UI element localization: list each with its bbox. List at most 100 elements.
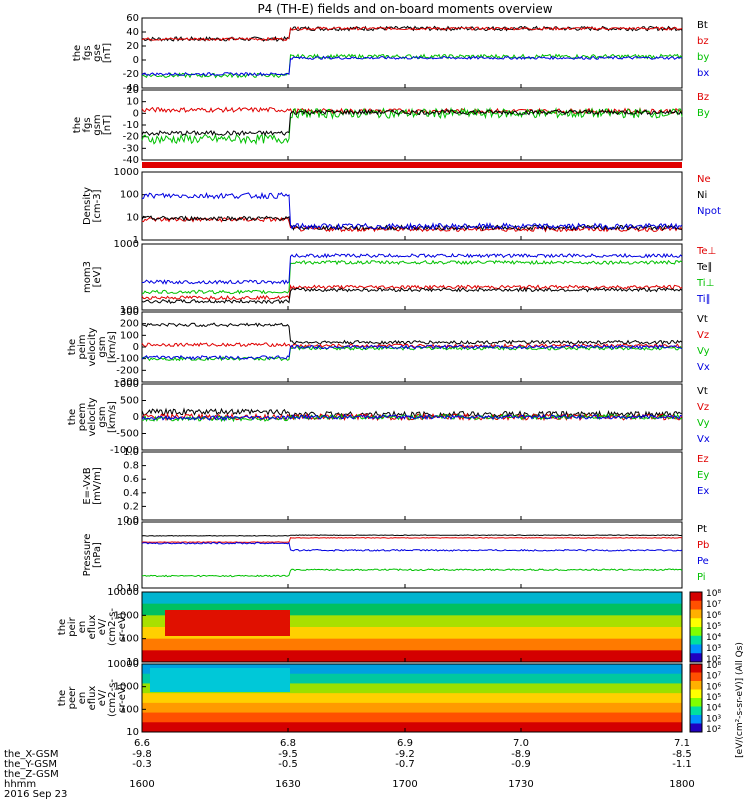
panel-frame — [141, 89, 683, 161]
y-tick-label: -40 — [123, 155, 139, 166]
date-label: 2016 Sep 23 — [4, 789, 67, 800]
legend-entry: By — [697, 108, 710, 119]
y-tick-label: 40 — [126, 27, 139, 38]
y-axis-label: [mV/m] — [92, 467, 103, 505]
ephemeris-value: 1700 — [392, 779, 417, 790]
y-axis-label: [nT] — [102, 43, 113, 63]
legend-entry: Bz — [697, 92, 709, 103]
colorbar-segment — [690, 723, 702, 733]
series-line — [141, 534, 683, 537]
colorbar-segment — [690, 698, 702, 707]
y-tick-label: -30 — [123, 143, 139, 154]
y-tick-label: 100 — [120, 330, 139, 341]
colorbar-segment — [690, 664, 702, 673]
series-line — [141, 284, 683, 301]
y-tick-label: 100 — [120, 634, 139, 645]
ephemeris-value: -9.2 — [395, 749, 415, 760]
y-axis-label: Pressure — [82, 534, 93, 577]
legend-entry: Pe — [697, 556, 709, 567]
series-line — [141, 259, 683, 295]
y-tick-label: 0 — [133, 412, 139, 423]
y-axis-label: E=-VxB — [82, 467, 93, 504]
x-tick-label: 6.8 — [280, 738, 296, 749]
y-axis-label: the — [72, 117, 83, 133]
y-tick-label: -300 — [116, 377, 139, 388]
y-axis-label: gsm — [92, 114, 103, 135]
legend-entry: Bt — [697, 20, 708, 31]
y-tick-label: 0 — [133, 55, 139, 66]
ephemeris-value: 1630 — [275, 779, 300, 790]
panel-frame — [141, 521, 683, 589]
y-tick-label: -1000 — [110, 445, 139, 456]
y-axis-label: eV/ — [97, 618, 108, 635]
colorbar-tick-label: 10⁵ — [706, 622, 721, 632]
series-line — [141, 344, 683, 361]
colorbar-segment — [690, 635, 702, 645]
spectrogram-enhancement — [165, 610, 290, 636]
legend-entry: Ni — [697, 190, 707, 201]
y-tick-label: 60 — [126, 13, 139, 24]
series-line — [141, 26, 683, 42]
colorbar-tick-label: 10⁶ — [706, 611, 721, 621]
y-axis-label: the — [67, 409, 78, 425]
ephemeris-value: -8.5 — [672, 749, 692, 760]
ephemeris-row-label: the_X-GSM — [4, 749, 58, 760]
panel-frame — [141, 663, 683, 733]
series-line — [141, 287, 683, 305]
spectrogram-band — [142, 664, 682, 675]
legend-entry: Vy — [697, 346, 710, 357]
legend-entry: Vt — [697, 314, 708, 325]
series-line — [141, 345, 683, 362]
y-tick-label: -20 — [123, 132, 139, 143]
colorbar-tick-label: 10² — [706, 725, 721, 735]
y-axis-label: en — [77, 621, 88, 634]
series-line — [141, 55, 683, 77]
panel-frame — [141, 243, 683, 311]
y-tick-label: -40 — [123, 83, 139, 94]
y-axis-label: the — [67, 339, 78, 355]
y-tick-label: 10 — [126, 97, 139, 108]
ephemeris-value: -0.5 — [278, 759, 298, 770]
series-line — [141, 414, 683, 422]
y-tick-label: -100 — [116, 354, 139, 365]
y-axis-label: fgs — [82, 45, 93, 60]
ephemeris-row-label: the_Y-GSM — [4, 759, 57, 770]
y-tick-label: 20 — [126, 85, 139, 96]
legend-entry: Te∥ — [696, 262, 713, 273]
y-tick-label: 10000 — [107, 659, 139, 670]
y-tick-label: 0.8 — [123, 461, 139, 472]
status-bar — [142, 162, 682, 168]
ephemeris-row-label: hhmm — [4, 779, 36, 790]
colorbar-tick-label: 10⁸ — [706, 589, 721, 599]
ephemeris-value: 1730 — [508, 779, 533, 790]
y-tick-label: 10 — [126, 657, 139, 668]
y-axis-label: eflux — [87, 686, 98, 711]
x-tick-label: 7.1 — [674, 738, 690, 749]
ephemeris-value: -8.9 — [511, 749, 531, 760]
colorbar-segment — [690, 618, 702, 628]
y-axis-label: peim — [77, 334, 88, 359]
y-tick-label: 0 — [133, 342, 139, 353]
y-axis-label: the — [72, 45, 83, 61]
series-line — [141, 537, 683, 543]
y-axis-label: velocity — [87, 397, 98, 436]
y-tick-label: -500 — [116, 429, 139, 440]
y-tick-label: 0.4 — [123, 488, 139, 499]
y-axis-label: eV/ — [97, 689, 108, 706]
ephemeris-value: 1600 — [129, 779, 154, 790]
colorbar-frame — [689, 591, 703, 663]
y-tick-label: 10 — [126, 727, 139, 738]
legend-entry: Pt — [697, 524, 707, 535]
ephemeris-row-label: the_Z-GSM — [4, 769, 59, 780]
panel-frame — [141, 17, 683, 89]
spectrogram-band — [142, 683, 682, 694]
y-tick-label: 200 — [120, 319, 139, 330]
y-tick-label: 0 — [133, 108, 139, 119]
y-tick-label: 100 — [120, 190, 139, 201]
y-tick-label: 0.10 — [117, 583, 139, 594]
y-tick-label: -20 — [123, 69, 139, 80]
y-tick-label: 1.0 — [123, 447, 139, 458]
y-axis-label: [km/s] — [107, 331, 118, 363]
legend-entry: Ez — [697, 454, 709, 465]
y-tick-label: 1000 — [114, 239, 139, 250]
